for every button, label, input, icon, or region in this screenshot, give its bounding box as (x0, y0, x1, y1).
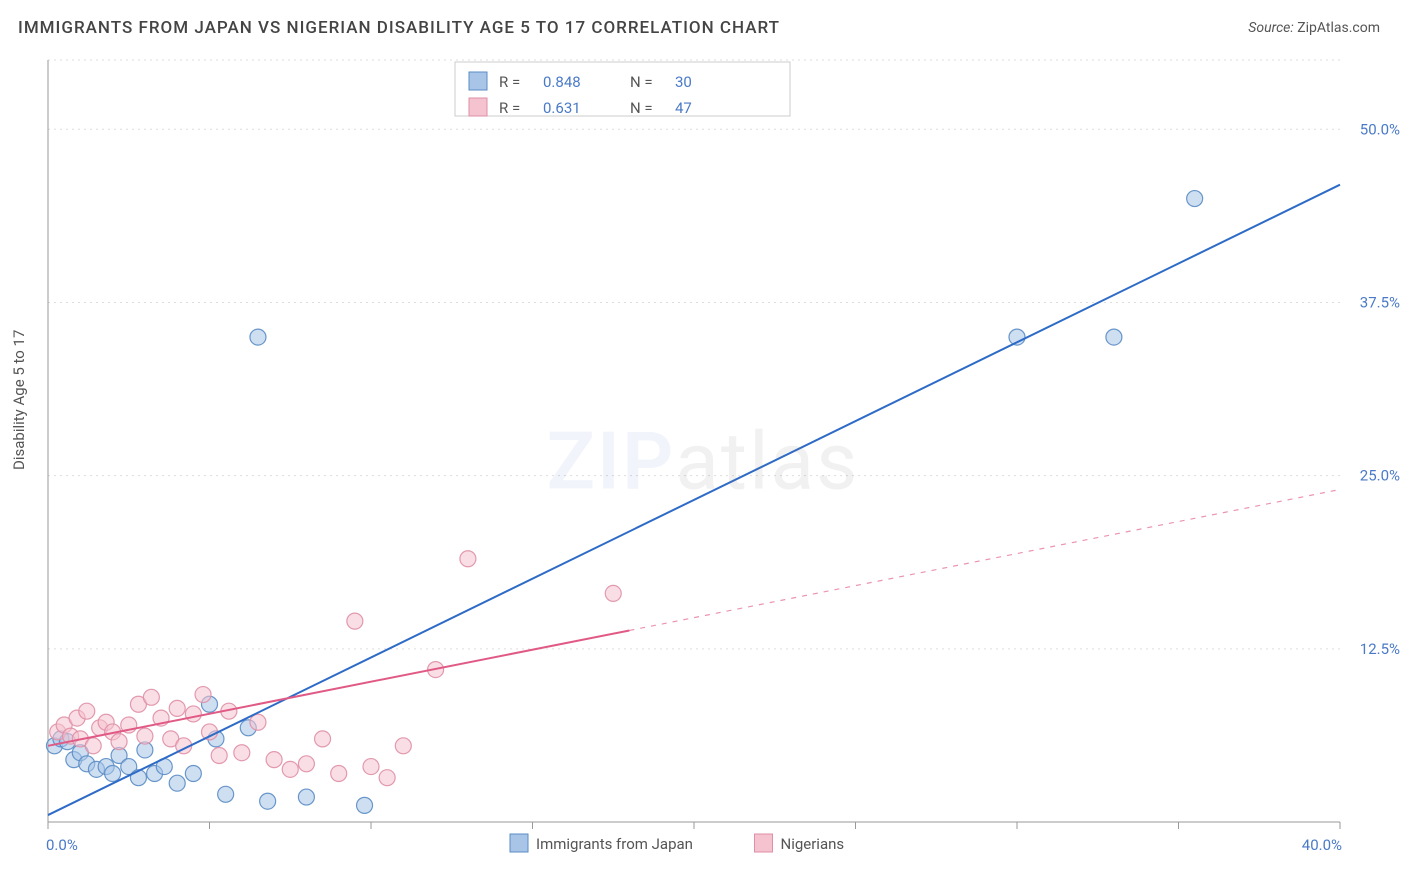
svg-text:R =: R = (499, 73, 520, 91)
svg-text:50.0%: 50.0% (1360, 120, 1400, 138)
chart-title: IMMIGRANTS FROM JAPAN VS NIGERIAN DISABI… (18, 18, 780, 38)
svg-text:R =: R = (499, 99, 520, 117)
source-attribution: Source: ZipAtlas.com (1248, 20, 1380, 36)
svg-text:Nigerians: Nigerians (781, 835, 845, 853)
svg-text:25.0%: 25.0% (1360, 467, 1400, 485)
svg-text:47: 47 (675, 99, 692, 117)
y-axis-label: Disability Age 5 to 17 (10, 330, 28, 470)
svg-text:0.848: 0.848 (543, 73, 581, 91)
source-value: ZipAtlas.com (1297, 20, 1380, 36)
source-label: Source: (1248, 20, 1293, 36)
svg-text:N =: N = (630, 99, 653, 117)
svg-text:30: 30 (675, 73, 692, 91)
svg-text:0.631: 0.631 (543, 99, 581, 117)
chart-svg: 12.5% 25.0% 37.5% 50.0% 0.0% 40.0% R = 0.848 N =… (0, 50, 1406, 892)
svg-text:Immigrants from Japan: Immigrants from Japan (536, 835, 693, 853)
svg-text:40.0%: 40.0% (1302, 836, 1342, 854)
svg-text:37.5%: 37.5% (1360, 293, 1400, 311)
svg-text:0.0%: 0.0% (46, 836, 78, 854)
svg-text:N =: N = (630, 73, 653, 91)
chart-area: Disability Age 5 to 17 ZIPatlas 12.5%25.… (0, 50, 1406, 892)
svg-text:12.5%: 12.5% (1360, 640, 1400, 658)
